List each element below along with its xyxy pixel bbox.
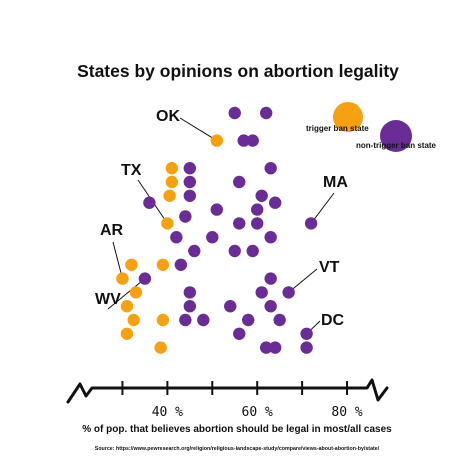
trigger-point-2: [165, 175, 179, 189]
legend-swatch-trigger: [333, 102, 363, 132]
nontrigger-point-39: [259, 341, 273, 354]
nontrigger-point-32: [264, 300, 277, 313]
nontrigger-point-30: [183, 300, 197, 313]
nontrigger-point-11: [268, 196, 282, 209]
trigger-point-1: [165, 162, 179, 175]
nontrigger-point-26: [264, 272, 277, 285]
nontrigger-point-3: [246, 134, 259, 147]
state-label-ok: OK: [156, 108, 180, 125]
nontrigger-point-14: [179, 210, 192, 223]
trigger-point-11: [156, 313, 170, 327]
trigger-point-3: [163, 189, 176, 202]
nontrigger-point-24: [174, 258, 188, 271]
nontrigger-point-27: [183, 286, 197, 299]
nontrigger-point-25: [138, 272, 152, 285]
leader-line-ar: [112, 241, 123, 279]
nontrigger-point-10: [143, 196, 156, 209]
x-tick-label-40: 40 %: [152, 405, 183, 420]
x-axis-ticks: 40 % 60 % 80 %: [121, 381, 363, 420]
nontrigger-point-1: [259, 106, 273, 120]
nontrigger-point-36: [273, 313, 286, 327]
nontrigger-point-9: [255, 189, 268, 202]
nontrigger-point-31: [224, 300, 237, 313]
nontrigger-point-0: [228, 106, 241, 120]
trigger-point-9: [120, 300, 134, 313]
source-note: Source: https://www.pewresearch.org/reli…: [95, 446, 380, 452]
nontrigger-point-17: [304, 217, 318, 230]
nontrigger-point-22: [228, 244, 241, 258]
nontrigger-point-12: [210, 203, 223, 216]
leader-line-wv: [107, 278, 146, 310]
nontrigger-point-29: [282, 286, 295, 299]
state-label-tx: TX: [121, 162, 142, 179]
nontrigger-point-7: [233, 175, 246, 189]
nontrigger-point-41: [300, 341, 313, 354]
nontrigger-point-35: [242, 313, 255, 327]
x-axis-line: [66, 378, 389, 404]
nontrigger-point-28: [255, 286, 268, 299]
nontrigger-point-38: [300, 327, 313, 340]
state-label-dc: DC: [321, 312, 345, 329]
trigger-point-7: [116, 272, 129, 285]
nontrigger-point-18: [170, 231, 183, 244]
nontrigger-point-13: [251, 203, 264, 216]
trigger-point-4: [161, 217, 174, 230]
trigger-point-13: [154, 341, 167, 354]
nontrigger-point-15: [233, 217, 246, 230]
data-points: [116, 106, 318, 354]
nontrigger-point-6: [183, 175, 197, 189]
legend: trigger ban state non-trigger ban state: [306, 102, 437, 152]
trigger-point-10: [127, 313, 140, 327]
legend-label-trigger: trigger ban state: [306, 124, 369, 133]
nontrigger-point-21: [188, 244, 201, 258]
nontrigger-point-16: [251, 217, 264, 230]
chart-title: States by opinions on abortion legality: [77, 61, 399, 81]
x-tick-label-80: 80 %: [331, 405, 362, 420]
leader-line-ma: [310, 192, 335, 224]
trigger-point-5: [156, 258, 170, 271]
trigger-point-12: [120, 327, 134, 340]
trigger-point-0: [210, 134, 223, 147]
nontrigger-point-2: [237, 134, 250, 147]
nontrigger-point-20: [264, 231, 277, 244]
legend-swatch-nontrigger: [380, 120, 412, 152]
trigger-point-8: [129, 286, 143, 299]
nontrigger-point-33: [179, 313, 192, 327]
nontrigger-point-8: [183, 189, 197, 202]
state-label-ma: MA: [323, 174, 348, 191]
x-axis-label: % of pop. that believes abortion should …: [82, 424, 392, 435]
state-label-vt: VT: [319, 259, 340, 276]
nontrigger-point-23: [246, 244, 259, 258]
state-label-ar: AR: [100, 222, 124, 239]
trigger-point-6: [125, 258, 138, 271]
leader-line-ok: [179, 117, 218, 142]
state-annotations: OK TX AR WV MA VT DC: [95, 108, 348, 335]
nontrigger-point-19: [206, 231, 219, 244]
x-tick-label-60: 60 %: [242, 405, 273, 420]
nontrigger-point-37: [233, 327, 246, 340]
x-axis: 40 % 60 % 80 %: [66, 378, 389, 420]
nontrigger-point-40: [268, 341, 282, 354]
nontrigger-point-4: [183, 162, 197, 175]
state-label-wv: WV: [95, 291, 121, 308]
legend-label-nontrigger: non-trigger ban state: [356, 141, 437, 150]
nontrigger-point-34: [197, 313, 210, 327]
nontrigger-point-5: [264, 162, 277, 175]
